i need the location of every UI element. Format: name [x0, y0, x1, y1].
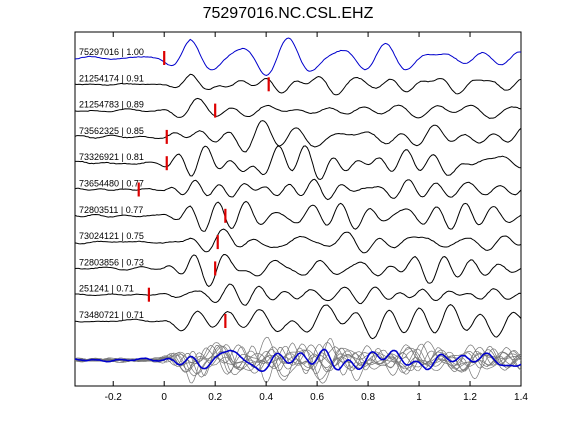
- stack-trace-4: [74, 338, 522, 377]
- trace-line-4: [75, 145, 522, 181]
- x-axis: -0.2 0 0.2 0.4 0.6 0.8 1 1.2 1.4: [105, 32, 528, 403]
- trace-label-1: 21254174 | 0.91: [79, 73, 144, 83]
- chart-title: 75297016.NC.CSL.EHZ: [202, 5, 374, 22]
- stack-trace-5: [74, 341, 522, 384]
- x-tick-label-5: 0.8: [361, 392, 375, 403]
- trace-line-9: [75, 283, 522, 306]
- labels-layer: 75297016 | 1.00 21254174 | 0.91 21254783 |…: [79, 47, 144, 320]
- trace-label-8: 72803856 | 0.73: [79, 257, 144, 267]
- trace-label-5: 73654480 | 0.77: [79, 179, 144, 189]
- trace-label-7: 73024121 | 0.75: [79, 231, 144, 241]
- stack-mean-line: [74, 348, 522, 373]
- trace-label-3: 73562325 | 0.85: [79, 126, 144, 136]
- traces-layer: [74, 37, 522, 340]
- trace-line-3: [74, 120, 522, 153]
- x-tick-label-2: 0.2: [208, 392, 222, 403]
- trace-label-10: 73480721 | 0.71: [79, 310, 144, 320]
- trace-label-4: 73326921 | 0.81: [79, 152, 144, 162]
- x-tick-label-3: 0.4: [259, 392, 273, 403]
- trace-line-7: [74, 228, 522, 254]
- trace-line-0: [74, 37, 521, 77]
- trace-line-8: [74, 253, 522, 288]
- trace-line-6: [74, 200, 522, 232]
- trace-line-2: [74, 97, 522, 119]
- stack-layer: [74, 336, 522, 384]
- stack-trace-6: [74, 336, 522, 377]
- trace-line-1: [74, 73, 522, 96]
- trace-label-0: 75297016 | 1.00: [79, 47, 144, 57]
- trace-line-5: [74, 178, 522, 201]
- picks-layer: [137, 51, 270, 328]
- x-tick-label-8: 1.4: [514, 392, 528, 403]
- trace-line-10: [74, 304, 522, 340]
- trace-label-6: 72803511 | 0.77: [79, 205, 143, 215]
- x-tick-label-0: -0.2: [105, 392, 123, 403]
- trace-label-9: 251241 | 0.71: [79, 284, 134, 294]
- x-tick-label-7: 1.2: [463, 392, 477, 403]
- x-tick-label-1: 0: [161, 392, 167, 403]
- plot-frame: [74, 31, 522, 387]
- stack-trace-9: [74, 344, 522, 384]
- trace-label-2: 21254783 | 0.89: [79, 100, 144, 110]
- x-tick-label-6: 1: [416, 392, 422, 403]
- x-tick-label-4: 0.6: [310, 392, 324, 403]
